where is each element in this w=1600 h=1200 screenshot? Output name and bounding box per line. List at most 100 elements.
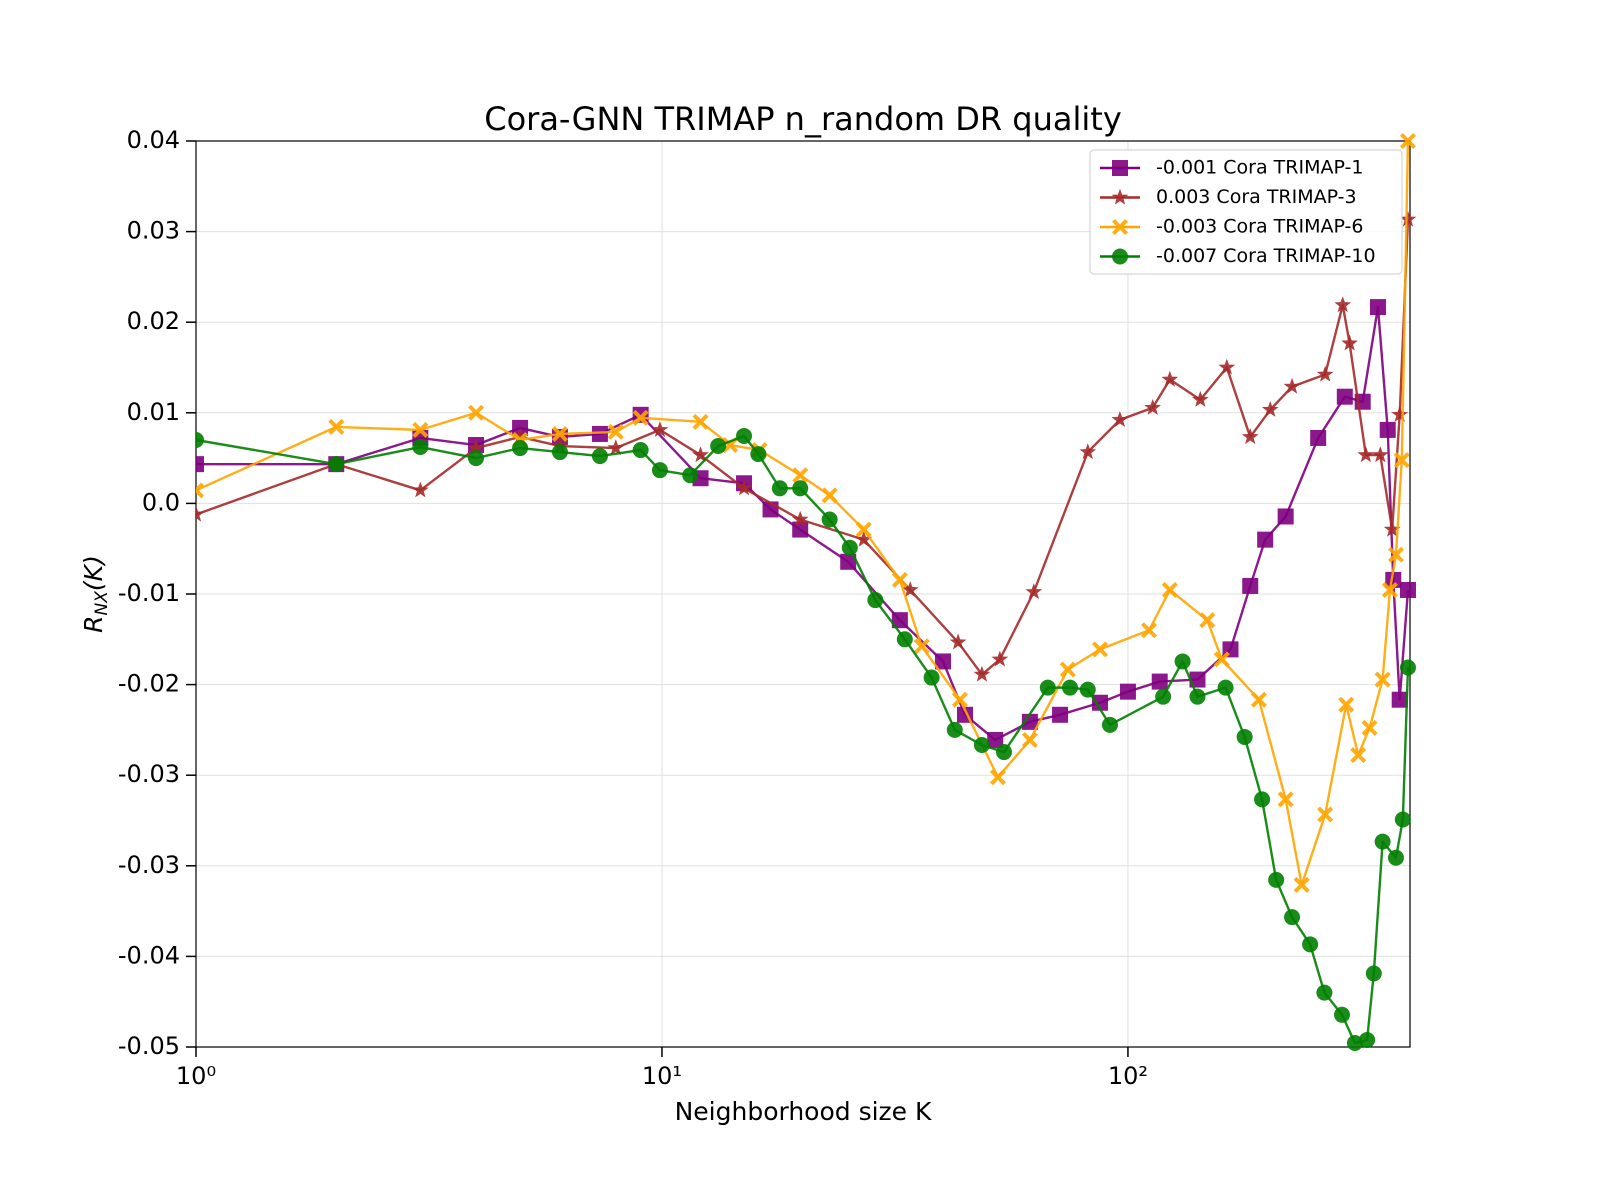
marker (1374, 833, 1391, 850)
marker (1091, 641, 1108, 658)
marker (1218, 358, 1236, 375)
marker (913, 638, 930, 655)
marker (973, 665, 991, 682)
marker (1391, 691, 1408, 708)
marker (792, 467, 809, 484)
marker (923, 669, 940, 686)
series (196, 133, 1416, 893)
marker (1144, 398, 1162, 415)
series (196, 210, 1417, 682)
marker (949, 633, 967, 650)
y-tick-label: 0.03 (127, 217, 180, 245)
marker (1365, 965, 1382, 982)
marker (1277, 791, 1294, 808)
marker (1334, 1006, 1351, 1023)
marker (901, 581, 919, 598)
marker (1250, 691, 1267, 708)
marker (1111, 411, 1129, 427)
marker (591, 425, 608, 442)
marker (1393, 452, 1410, 469)
chart-title: Cora-GNN TRIMAP n_random DR quality (484, 100, 1122, 138)
marker (1379, 421, 1396, 438)
marker (196, 431, 204, 448)
marker (1025, 583, 1043, 600)
y-label-main: R (79, 615, 108, 632)
series (196, 299, 1416, 748)
marker (946, 721, 963, 738)
marker (1394, 811, 1411, 828)
y-label-sub: NX (92, 591, 112, 616)
marker (821, 511, 838, 528)
marker (692, 413, 709, 430)
marker (1261, 400, 1279, 417)
x-axis-label: Neighborhood size K (675, 1097, 932, 1126)
marker (607, 439, 625, 456)
y-tick-label: -0.03 (118, 851, 180, 879)
marker (512, 440, 529, 457)
marker (1399, 210, 1417, 227)
marker (792, 521, 809, 538)
y-tick-label: 0.01 (127, 398, 180, 426)
marker (1052, 706, 1069, 723)
marker (1061, 679, 1078, 696)
marker (989, 769, 1006, 786)
marker (995, 744, 1012, 761)
marker (1174, 653, 1191, 670)
marker (1302, 936, 1319, 953)
marker (682, 467, 699, 484)
marker (855, 530, 873, 547)
marker (896, 631, 913, 648)
marker (1341, 334, 1358, 351)
marker (1284, 909, 1301, 926)
marker (1101, 716, 1118, 733)
marker (1119, 683, 1136, 700)
y-axis-label: RNX(K) (79, 555, 112, 633)
marker (632, 442, 649, 459)
marker (991, 650, 1009, 667)
y-tick-label: -0.02 (118, 670, 180, 698)
marker (1236, 728, 1253, 745)
legend-label: -0.007 Cora TRIMAP-10 (1156, 245, 1376, 267)
marker (1399, 659, 1416, 676)
marker (1385, 571, 1402, 588)
marker (1191, 390, 1209, 407)
y-tick-label: 0.02 (127, 307, 180, 335)
marker (771, 480, 788, 497)
marker (750, 446, 767, 463)
marker (692, 446, 709, 463)
marker (1079, 443, 1097, 460)
marker (1199, 612, 1216, 629)
marker (735, 479, 753, 496)
marker (1112, 248, 1128, 265)
marker (632, 409, 649, 426)
marker (328, 456, 345, 473)
x-tick-label: 10⁰ (176, 1062, 216, 1090)
marker (1399, 133, 1416, 149)
marker (1111, 188, 1129, 205)
marker (468, 450, 485, 467)
marker (1357, 446, 1375, 463)
y-tick-label: -0.05 (118, 1032, 180, 1060)
marker (468, 404, 485, 421)
marker (1369, 299, 1386, 316)
legend-label: 0.003 Cora TRIMAP-3 (1156, 186, 1357, 208)
marker (1310, 429, 1327, 446)
marker (1079, 681, 1096, 698)
marker (821, 487, 838, 504)
y-tick-label: 0.04 (127, 126, 180, 154)
marker (1277, 508, 1294, 525)
marker (1021, 731, 1038, 748)
marker (1257, 531, 1274, 548)
marker (1334, 296, 1352, 313)
x-tick-label: 10¹ (642, 1062, 682, 1090)
marker (1336, 388, 1353, 405)
y-tick-label: -0.04 (118, 941, 180, 969)
marker (1371, 446, 1389, 463)
marker (1213, 651, 1230, 668)
marker (1293, 876, 1310, 893)
marker (1387, 546, 1404, 563)
marker (328, 418, 345, 435)
marker (1283, 377, 1301, 394)
marker (1091, 694, 1108, 711)
